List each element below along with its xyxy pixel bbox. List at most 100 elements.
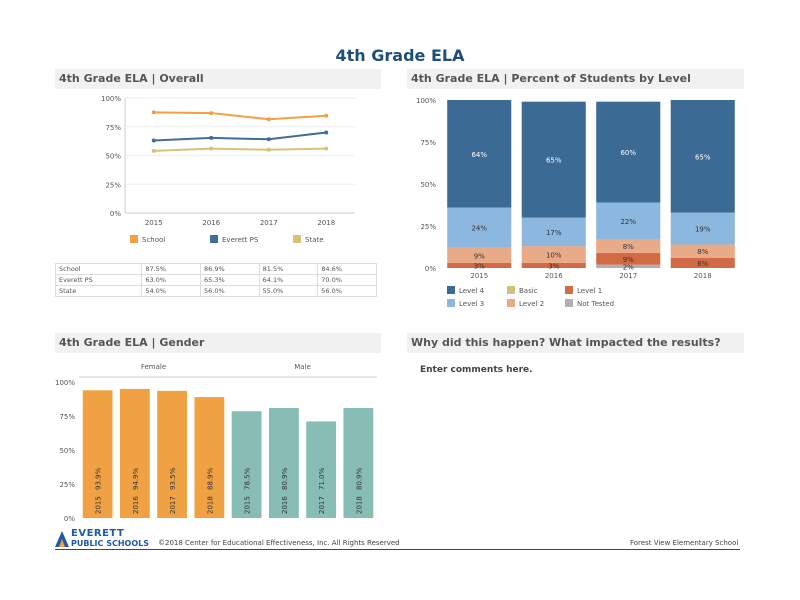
comments-input[interactable]: Enter comments here. — [420, 365, 533, 375]
data-label: 9% — [623, 256, 634, 264]
data-label: 22% — [620, 218, 636, 226]
legend-swatch — [293, 235, 301, 243]
legend-swatch — [447, 299, 455, 307]
series-line-0 — [153, 111, 327, 121]
bar-segment — [447, 247, 512, 263]
group-label: Female — [141, 363, 166, 371]
data-label: 24% — [471, 225, 487, 233]
data-label: 6% — [697, 260, 708, 268]
data-label: 65% — [546, 157, 562, 165]
bar-segment — [521, 217, 586, 247]
school-name: Forest View Elementary School — [630, 539, 739, 547]
table-cell: 56.0% — [317, 285, 377, 297]
table-row: Everett PS 63.0% 65.3% 64.1% 70.0% — [54, 274, 377, 286]
bar-segment — [521, 101, 586, 218]
row-label: Everett PS — [54, 274, 143, 286]
gender-panel-header: 4th Grade ELA | Gender — [55, 333, 381, 353]
bar-segment — [521, 262, 586, 268]
data-point — [324, 113, 329, 118]
bar-year-label: 2015 — [244, 496, 252, 514]
x-tick-label: 2016 — [545, 272, 563, 280]
legend-label: Basic — [519, 287, 538, 295]
x-tick-label: 2018 — [317, 219, 335, 227]
bar — [343, 407, 374, 518]
data-label: 10% — [546, 252, 562, 260]
table-cell: 86.9% — [199, 263, 260, 275]
row-label: State — [54, 285, 143, 297]
gender-bar-chart: Female Male 0% 25% 50% 75% 100% 2015 93.9% 2016 94… — [55, 363, 377, 523]
x-tick-label: 2015 — [145, 219, 163, 227]
table-row: State 54.0% 56.0% 55.0% 56.0% — [54, 285, 377, 297]
overall-panel-header: 4th Grade ELA | Overall — [55, 69, 381, 89]
row-label: School — [54, 263, 143, 275]
y-tick-label: 0% — [110, 210, 121, 218]
x-tick-label: 2017 — [619, 272, 637, 280]
data-label: 19% — [695, 226, 711, 234]
bar-value-label: 80.9% — [355, 467, 363, 490]
legend-swatch — [507, 286, 515, 294]
y-tick-label: 25% — [420, 223, 436, 231]
y-tick-label: 50% — [420, 181, 436, 189]
x-tick-label: 2015 — [470, 272, 488, 280]
legend-label: State — [305, 236, 324, 244]
data-point — [151, 110, 156, 115]
bar-value-label: 80.9% — [281, 467, 289, 490]
logo-text-line1: EVERETT — [71, 528, 125, 539]
bar-segment — [447, 262, 512, 268]
table-cell: 63.0% — [141, 274, 201, 286]
legend-swatch — [210, 235, 218, 243]
table-cell: 65.3% — [199, 274, 260, 286]
y-tick-label: 50% — [59, 447, 75, 455]
page-title: 4th Grade ELA — [335, 46, 465, 65]
table-cell: 84.6% — [317, 263, 377, 275]
bar-year-label: 2018 — [206, 496, 214, 514]
bar — [306, 421, 337, 518]
data-label: 9% — [474, 252, 485, 260]
y-tick-label: 0% — [64, 515, 75, 523]
data-label: 17% — [546, 229, 562, 237]
bar-year-label: 2016 — [281, 496, 289, 514]
y-tick-label: 100% — [416, 97, 436, 105]
bar-segment — [596, 252, 661, 265]
bar-value-label: 88.9% — [206, 467, 214, 490]
data-point — [151, 148, 156, 153]
bar-segment — [596, 202, 661, 240]
y-tick-label: 75% — [105, 124, 121, 132]
bar — [268, 407, 299, 518]
legend-swatch — [565, 299, 573, 307]
bar-segment — [670, 100, 735, 213]
series-line-1 — [153, 131, 327, 142]
data-label: 60% — [620, 149, 636, 157]
bar — [157, 390, 188, 518]
bar-year-label: 2018 — [355, 496, 363, 514]
bar-segment — [596, 101, 661, 203]
y-tick-label: 0% — [425, 265, 436, 273]
legend-label: Level 3 — [459, 300, 484, 308]
bar-value-label: 93.5% — [169, 467, 177, 490]
data-label: 3% — [548, 262, 559, 270]
data-point — [266, 147, 271, 152]
summary-table: School 87.5% 86.9% 81.5% 84.6% Everett PS 63.0… — [54, 263, 377, 297]
comments-panel-header: Why did this happen? What impacted the r… — [407, 333, 744, 353]
bar — [231, 411, 262, 518]
data-label: 3% — [474, 262, 485, 270]
table-cell: 81.5% — [258, 263, 319, 275]
bar-segment — [670, 244, 735, 258]
bar-segment — [521, 246, 586, 263]
data-label: 64% — [471, 151, 487, 159]
data-point — [324, 130, 329, 135]
y-tick-label: 25% — [59, 481, 75, 489]
x-tick-label: 2018 — [694, 272, 712, 280]
bar-year-label: 2015 — [95, 496, 103, 514]
legend-label: Level 2 — [519, 300, 544, 308]
data-point — [324, 146, 329, 151]
x-tick-label: 2017 — [260, 219, 278, 227]
table-cell: 56.0% — [199, 285, 260, 297]
levels-panel-header: 4th Grade ELA | Percent of Students by L… — [407, 69, 744, 89]
legend-swatch — [507, 299, 515, 307]
bar-year-label: 2016 — [132, 496, 140, 514]
legend-label: Level 4 — [459, 287, 485, 295]
copyright-text: ©2018 Center for Educational Effectivene… — [158, 539, 400, 547]
data-label: 8% — [623, 243, 634, 251]
table-cell: 87.5% — [141, 263, 201, 275]
